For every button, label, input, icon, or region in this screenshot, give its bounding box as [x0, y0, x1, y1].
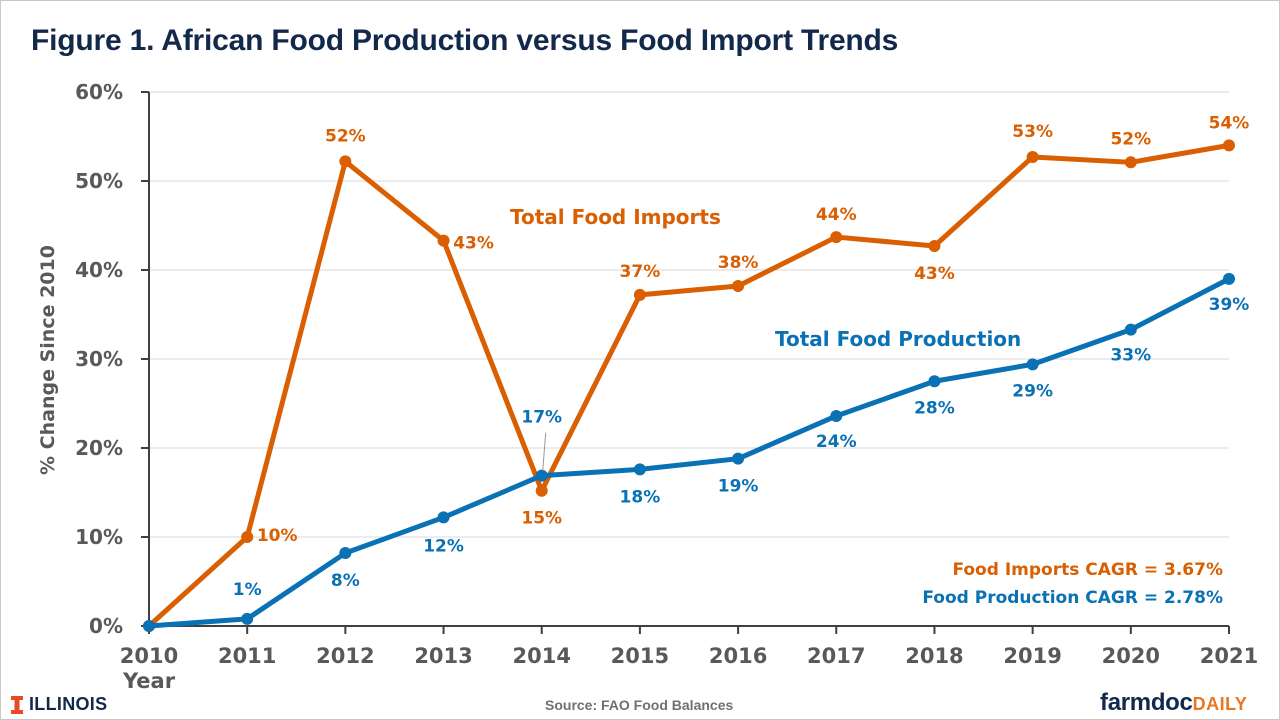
production-data-label: 12%	[423, 536, 464, 556]
imports-data-label: 44%	[816, 205, 857, 225]
brand-main: farmdoc	[1100, 689, 1193, 716]
production-cagr-annotation: Food Production CAGR = 2.78%	[922, 588, 1223, 608]
imports-line	[147, 142, 1230, 628]
imports-point	[1124, 156, 1137, 169]
y-tick-label: 40%	[75, 258, 123, 282]
production-data-label: 8%	[331, 571, 360, 591]
production-point	[1026, 358, 1039, 371]
production-data-label: 29%	[1012, 381, 1053, 401]
y-tick-label: 30%	[75, 347, 123, 371]
x-tick-label: 2014	[513, 644, 571, 668]
imports-point	[928, 239, 941, 252]
production-data-label: 17%	[521, 408, 562, 428]
source-note: Source: FAO Food Balances	[545, 697, 734, 713]
x-axis-title: Year	[122, 669, 176, 693]
production-data-label: 28%	[914, 398, 955, 418]
production-point	[143, 620, 155, 632]
production-point	[1223, 272, 1235, 285]
imports-point	[830, 231, 843, 244]
x-tick-label: 2021	[1200, 644, 1258, 668]
x-tick-label: 2016	[709, 644, 767, 668]
imports-point	[437, 234, 450, 247]
imports-data-label: 38%	[718, 253, 759, 273]
illinois-logo: ILLINOIS	[11, 694, 107, 715]
x-tick-label: 2012	[316, 644, 374, 668]
series-lines	[143, 139, 1235, 632]
imports-point	[1026, 150, 1039, 163]
production-point	[928, 375, 941, 388]
production-point	[437, 511, 450, 524]
farmdoc-daily-logo: farmdocDAILY	[1100, 689, 1247, 717]
imports-data-label: 43%	[453, 234, 494, 254]
imports-point	[1223, 139, 1235, 152]
imports-cagr-annotation: Food Imports CAGR = 3.67%	[952, 560, 1223, 580]
imports-point	[732, 280, 745, 293]
illinois-wordmark: ILLINOIS	[29, 694, 108, 714]
production-2014-leader-line	[542, 432, 547, 471]
production-data-label: 1%	[233, 580, 262, 600]
imports-series-label: Total Food Imports	[510, 205, 721, 229]
y-tick-label: 60%	[75, 80, 123, 104]
production-data-label: 24%	[816, 432, 857, 452]
y-tick-label: 50%	[75, 169, 123, 193]
y-axis-title: % Change Since 2010	[37, 245, 59, 475]
imports-point	[535, 484, 548, 497]
production-point	[241, 612, 254, 625]
production-point	[732, 452, 745, 465]
production-point	[633, 463, 646, 476]
imports-point	[339, 155, 352, 168]
imports-data-label: 52%	[1110, 129, 1151, 149]
imports-data-label: 54%	[1209, 113, 1250, 133]
y-tick-label: 20%	[75, 436, 123, 460]
production-data-label: 39%	[1209, 295, 1250, 315]
imports-data-label: 10%	[257, 526, 298, 546]
x-tick-label: 2011	[218, 644, 276, 668]
production-point	[830, 409, 843, 422]
imports-data-label: 52%	[325, 126, 366, 146]
imports-data-label: 37%	[620, 262, 661, 282]
x-tick-label: 2017	[807, 644, 865, 668]
production-point	[339, 547, 352, 560]
x-tick-label: 2020	[1102, 644, 1160, 668]
imports-data-label: 43%	[914, 264, 955, 284]
production-point	[535, 469, 548, 482]
axes: 0% 10% 20% 30% 40% 50% 60% 2010 2011 2012 2013 2014…	[75, 80, 1258, 668]
y-tick-label: 0%	[89, 614, 123, 638]
imports-point	[241, 531, 254, 543]
brand-sub: DAILY	[1192, 694, 1248, 714]
production-point	[1124, 323, 1137, 336]
x-tick-label: 2013	[414, 644, 472, 668]
x-tick-label: 2019	[1003, 644, 1061, 668]
x-tick-label: 2018	[905, 644, 963, 668]
imports-data-label: 53%	[1012, 122, 1053, 142]
imports-point	[633, 288, 646, 301]
production-data-label: 18%	[620, 487, 661, 507]
y-tick-label: 10%	[75, 525, 123, 549]
chart-title: Figure 1. African Food Production versus…	[31, 24, 899, 57]
data-labels: 10% 52% 43% 15% 37% 38% 44% 43% 53% 52% 54% 1% 8% 12%…	[233, 113, 1250, 599]
x-tick-label: 2015	[611, 644, 669, 668]
imports-data-label: 15%	[521, 509, 562, 529]
x-tick-label: 2010	[120, 644, 178, 668]
illinois-block-i-icon	[11, 695, 23, 714]
gridlines	[149, 91, 1229, 538]
production-line	[148, 276, 1231, 629]
production-series-label: Total Food Production	[775, 327, 1021, 351]
production-data-label: 19%	[718, 477, 759, 497]
production-data-label: 33%	[1110, 346, 1151, 366]
